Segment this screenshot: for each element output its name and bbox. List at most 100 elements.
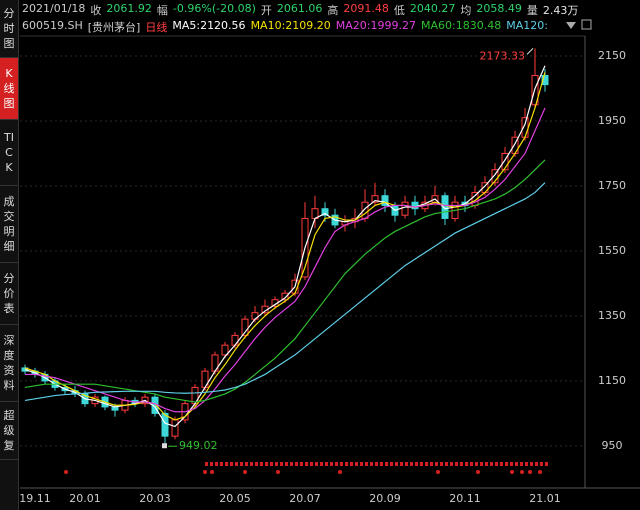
signal-tick	[250, 462, 253, 466]
signal-tick	[420, 462, 423, 466]
signal-tick	[460, 462, 463, 466]
sidebar-tab[interactable]: K线图	[0, 58, 18, 120]
signal-tick	[495, 462, 498, 466]
signal-tick	[325, 462, 328, 466]
legend-entry: MA20:1999.27	[335, 19, 416, 32]
x-tick-label: 19.11	[19, 492, 51, 505]
candle-body	[371, 195, 379, 203]
y-tick-label: 1950	[598, 114, 626, 127]
candle-body	[281, 292, 289, 301]
candle-body	[161, 412, 169, 437]
signal-tick	[435, 462, 438, 466]
signal-tick	[235, 462, 238, 466]
signal-tick	[515, 462, 518, 466]
candle-body	[381, 195, 389, 206]
x-tick-label: 20.09	[369, 492, 401, 505]
signal-tick	[380, 462, 383, 466]
signal-tick	[535, 462, 538, 466]
candle-body	[411, 201, 419, 210]
signal-tick	[390, 462, 393, 466]
signal-star	[520, 470, 524, 474]
signal-tick	[490, 462, 493, 466]
y-tick-label: 1150	[598, 374, 626, 387]
signal-tick	[360, 462, 363, 466]
signal-star	[64, 470, 68, 474]
code: 600519.SH	[22, 19, 83, 32]
signal-tick	[395, 462, 398, 466]
settings-icon[interactable]	[581, 19, 592, 30]
signal-tick	[385, 462, 388, 466]
signal-tick	[500, 462, 503, 466]
sidebar-tab[interactable]: 分价表	[0, 263, 18, 325]
legend-entry: MA120:	[506, 19, 548, 32]
annotation: 2173.33	[480, 49, 526, 62]
y-tick-label: 1550	[598, 244, 626, 257]
candle-body	[171, 419, 179, 437]
sidebar-tab[interactable]: TICK	[0, 120, 18, 186]
signal-tick	[210, 462, 213, 466]
signal-tick	[215, 462, 218, 466]
signal-tick	[345, 462, 348, 466]
quote-bar: 2021/01/18 收 2061.92 幅 -0.96%(-20.08) 开 2061.…	[22, 2, 578, 18]
quote-label: 量	[526, 4, 538, 17]
signal-tick	[455, 462, 458, 466]
x-tick-label: 21.01	[529, 492, 561, 505]
y-tick-label: 2150	[598, 49, 626, 62]
signal-tick	[245, 462, 248, 466]
candle-body	[401, 201, 409, 216]
signal-tick	[265, 462, 268, 466]
signal-tick	[320, 462, 323, 466]
signal-tick	[330, 462, 333, 466]
signal-star	[243, 470, 247, 474]
date: 2021/01/18	[22, 2, 86, 15]
signal-tick	[240, 462, 243, 466]
signal-tick	[310, 462, 313, 466]
period[interactable]: 日线	[145, 21, 168, 34]
signal-tick	[365, 462, 368, 466]
signal-tick	[545, 462, 548, 466]
sidebar-tab[interactable]: 分时图	[0, 0, 18, 58]
signal-tick	[335, 462, 338, 466]
candle-body	[321, 208, 329, 216]
annotation-marker	[162, 443, 167, 449]
signal-tick	[375, 462, 378, 466]
sidebar-tab[interactable]: 超级复	[0, 402, 18, 460]
signal-tick	[230, 462, 233, 466]
quote-label: 均	[460, 4, 472, 17]
signal-tick	[430, 462, 433, 466]
sidebar-tab[interactable]: 成交明细	[0, 186, 18, 263]
y-tick-label: 1350	[598, 309, 626, 322]
quote-label: 幅	[156, 4, 168, 17]
signal-tick	[410, 462, 413, 466]
candle-body	[231, 334, 239, 346]
ma-line	[25, 107, 546, 413]
signal-tick	[450, 462, 453, 466]
signal-star	[203, 470, 207, 474]
y-tick-label: 1750	[598, 179, 626, 192]
signal-tick	[475, 462, 478, 466]
ma-line	[24, 72, 546, 421]
signal-star	[276, 470, 280, 474]
dropdown-icon[interactable]	[566, 22, 576, 29]
ma-line	[24, 65, 546, 428]
signal-star	[476, 470, 480, 474]
signal-tick	[540, 462, 543, 466]
signal-tick	[290, 462, 293, 466]
signal-tick	[370, 462, 373, 466]
signal-tick	[480, 462, 483, 466]
signal-tick	[510, 462, 513, 466]
candle-body	[541, 74, 549, 86]
signal-tick	[520, 462, 523, 466]
sidebar-tab[interactable]: 深度资料	[0, 325, 18, 402]
signal-tick	[285, 462, 288, 466]
sidebar: 分时图 K线图 TICK 成交明细 分价表 深度资料 超级复	[0, 0, 19, 510]
candle-body	[221, 344, 229, 356]
quote-value: 2061.06	[276, 2, 323, 15]
signal-tick	[280, 462, 283, 466]
signal-tick	[405, 462, 408, 466]
signal-star	[538, 470, 542, 474]
signal-tick	[225, 462, 228, 466]
ma-line	[24, 159, 546, 403]
